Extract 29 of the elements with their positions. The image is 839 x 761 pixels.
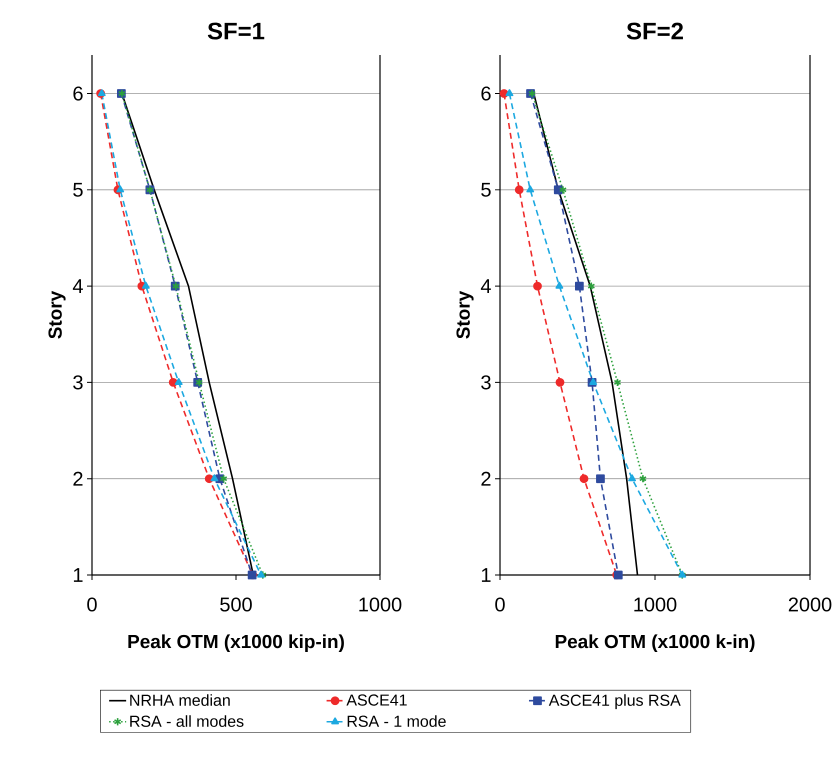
y-tick-label: 3 — [73, 375, 83, 390]
chart-title: SF=1 — [208, 22, 264, 40]
y-tick-label: 3 — [481, 375, 491, 390]
chart-title: SF=2 — [626, 22, 683, 40]
y-tick-label: 6 — [73, 86, 83, 101]
y-axis-title: Story — [456, 290, 474, 339]
x-axis-title: Peak OTM (x1000 k-in) — [556, 634, 755, 652]
y-tick-label: 4 — [480, 279, 491, 293]
legend-label: ASCE41 — [346, 694, 407, 706]
y-tick-label: 2 — [73, 472, 82, 486]
x-tick-label: 500 — [220, 597, 252, 612]
x-tick-label: 1000 — [359, 597, 402, 612]
y-tick-label: 1 — [74, 568, 83, 582]
x-tick-label: 0 — [87, 597, 97, 612]
y-tick-label: 6 — [481, 86, 491, 101]
y-tick-label: 5 — [73, 182, 83, 197]
y-axis-title: Story — [48, 290, 66, 339]
x-tick-label: 1000 — [634, 597, 676, 612]
x-tick-label: 2000 — [788, 597, 832, 612]
y-tick-label: 1 — [482, 568, 491, 582]
legend-label: ASCE41 plus RSA — [548, 694, 681, 710]
legend-label: NRHA median — [130, 694, 230, 706]
x-axis-title: Peak OTM (x1000 kip-in) — [128, 634, 344, 652]
x-tick-label: 0 — [495, 597, 505, 612]
y-tick-label: 4 — [72, 279, 83, 293]
legend-label: RSA - all modes — [130, 715, 244, 727]
y-tick-label: 2 — [481, 472, 490, 486]
y-tick-label: 5 — [481, 182, 491, 197]
legend-label: RSA - 1 mode — [348, 715, 446, 727]
